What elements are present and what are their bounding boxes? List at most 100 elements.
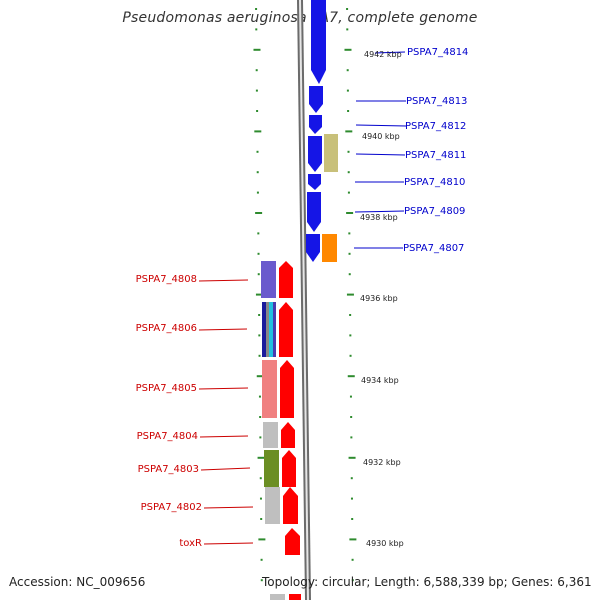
minor-tick bbox=[347, 150, 350, 153]
major-tick bbox=[255, 212, 263, 214]
cog-box-pspa7-4804 bbox=[263, 422, 278, 448]
minor-tick bbox=[351, 518, 354, 520]
minor-tick bbox=[256, 110, 259, 112]
genome-backbone-highlight bbox=[299, 0, 309, 600]
major-tick bbox=[345, 130, 353, 133]
minor-tick bbox=[346, 28, 349, 31]
forward-strand-genes bbox=[279, 261, 301, 600]
major-tick bbox=[349, 538, 357, 541]
right-tick-track bbox=[344, 8, 357, 582]
major-tick bbox=[254, 130, 262, 133]
kbp-label: 4942 kbp bbox=[364, 50, 402, 59]
gene-arrow-pspa7-4806 bbox=[279, 302, 293, 357]
minor-tick bbox=[255, 28, 258, 31]
reverse-leader-lines bbox=[354, 51, 407, 249]
gene-label-pspa7-4807[interactable]: PSPA7_4807 bbox=[403, 243, 464, 254]
minor-tick bbox=[256, 191, 259, 194]
minor-tick bbox=[258, 314, 261, 316]
gene-label-toxr[interactable]: toxR bbox=[179, 538, 202, 549]
major-tick bbox=[344, 48, 352, 51]
gene-label-pspa7-4802[interactable]: PSPA7_4802 bbox=[141, 502, 202, 513]
cog-box-pspa7-4805 bbox=[262, 360, 277, 418]
gene-arrow-pspa7-4804 bbox=[281, 422, 295, 448]
cog-box-pspa7-4803 bbox=[264, 450, 279, 487]
major-tick bbox=[258, 538, 266, 541]
kbp-label: 4930 kbp bbox=[366, 539, 404, 548]
gene-label-pspa7-4810[interactable]: PSPA7_4810 bbox=[404, 177, 465, 188]
minor-tick bbox=[350, 436, 353, 439]
major-tick bbox=[346, 212, 354, 214]
forward-gene-labels: PSPA7_4808 PSPA7_4806 PSPA7_4805 PSPA7_4… bbox=[136, 274, 202, 549]
left-tick-track bbox=[253, 8, 266, 582]
gene-arrow-pspa7-4809 bbox=[307, 192, 321, 232]
gene-label-pspa7-4812[interactable]: PSPA7_4812 bbox=[405, 121, 466, 132]
forward-leader-lines bbox=[198, 279, 254, 545]
gene-arrow-pspa7-4811 bbox=[308, 136, 322, 172]
gene-arrow-pspa7-4802 bbox=[283, 487, 298, 524]
minor-tick bbox=[350, 416, 353, 418]
minor-tick bbox=[346, 69, 349, 72]
reverse-strand-genes bbox=[306, 0, 326, 262]
minor-tick bbox=[349, 395, 352, 398]
gene-arrow-toxr bbox=[285, 528, 300, 555]
minor-tick bbox=[257, 252, 260, 255]
minor-tick bbox=[347, 191, 350, 194]
gene-label-pspa7-4814[interactable]: PSPA7_4814 bbox=[407, 47, 468, 58]
minor-tick bbox=[255, 89, 258, 92]
major-tick bbox=[347, 375, 355, 378]
minor-tick bbox=[351, 558, 354, 561]
minor-tick bbox=[347, 171, 350, 174]
gene-arrow-pspa7-4805 bbox=[280, 360, 294, 418]
gene-arrow-pspa7-4813 bbox=[309, 86, 323, 113]
gene-arrow-pspa7-4803 bbox=[282, 450, 296, 487]
minor-tick bbox=[349, 334, 352, 337]
minor-tick bbox=[346, 8, 349, 10]
gene-label-pspa7-4809[interactable]: PSPA7_4809 bbox=[404, 206, 465, 217]
gene-label-pspa7-4811[interactable]: PSPA7_4811 bbox=[405, 150, 466, 161]
minor-tick bbox=[257, 273, 260, 276]
kbp-label: 4934 kbp bbox=[361, 376, 399, 385]
major-tick bbox=[346, 293, 354, 296]
minor-tick bbox=[260, 579, 263, 582]
gene-label-pspa7-4803[interactable]: PSPA7_4803 bbox=[138, 464, 199, 475]
major-tick bbox=[255, 293, 263, 296]
cog-box-pspa7-4807 bbox=[322, 234, 337, 262]
minor-tick bbox=[350, 477, 353, 480]
topology-label: Topology: circular; Length: 6,588,339 bp… bbox=[262, 575, 592, 589]
accession-label: Accession: NC_009656 bbox=[9, 575, 146, 589]
minor-tick bbox=[259, 416, 262, 418]
major-tick bbox=[256, 375, 264, 378]
gene-arrow-pspa7-4810 bbox=[308, 174, 321, 190]
gene-arrow-pspa7-4808 bbox=[279, 261, 293, 298]
gene-label-pspa7-4805[interactable]: PSPA7_4805 bbox=[136, 383, 197, 394]
gene-label-pspa7-4808[interactable]: PSPA7_4808 bbox=[136, 274, 197, 285]
gene-label-pspa7-4804[interactable]: PSPA7_4804 bbox=[137, 431, 198, 442]
gene-arrow-pspa7-4814 bbox=[311, 0, 326, 84]
major-tick bbox=[253, 48, 261, 51]
minor-tick bbox=[348, 273, 351, 276]
kbp-labels: 4942 kbp 4940 kbp 4938 kbp 4936 kbp 4934… bbox=[360, 50, 404, 548]
minor-tick bbox=[348, 232, 351, 235]
minor-tick bbox=[348, 252, 351, 255]
minor-tick bbox=[258, 395, 261, 398]
minor-tick bbox=[257, 232, 260, 235]
minor-tick bbox=[259, 436, 262, 439]
minor-tick bbox=[258, 354, 261, 357]
gene-label-pspa7-4806[interactable]: PSPA7_4806 bbox=[136, 323, 197, 334]
minor-tick bbox=[260, 558, 263, 561]
minor-tick bbox=[351, 579, 354, 582]
minor-tick bbox=[349, 314, 352, 316]
forward-cog-boxes bbox=[261, 261, 285, 600]
minor-tick bbox=[259, 477, 262, 480]
minor-tick bbox=[259, 497, 262, 500]
minor-tick bbox=[347, 110, 350, 112]
cog-box-pspa7-4802 bbox=[265, 487, 280, 524]
minor-tick bbox=[256, 150, 259, 153]
cog-box-partial bbox=[270, 594, 285, 600]
major-tick bbox=[348, 456, 356, 459]
minor-tick bbox=[258, 334, 261, 337]
gene-arrow-pspa7-4812 bbox=[309, 115, 322, 134]
gene-label-pspa7-4813[interactable]: PSPA7_4813 bbox=[406, 96, 467, 107]
minor-tick bbox=[350, 497, 353, 500]
